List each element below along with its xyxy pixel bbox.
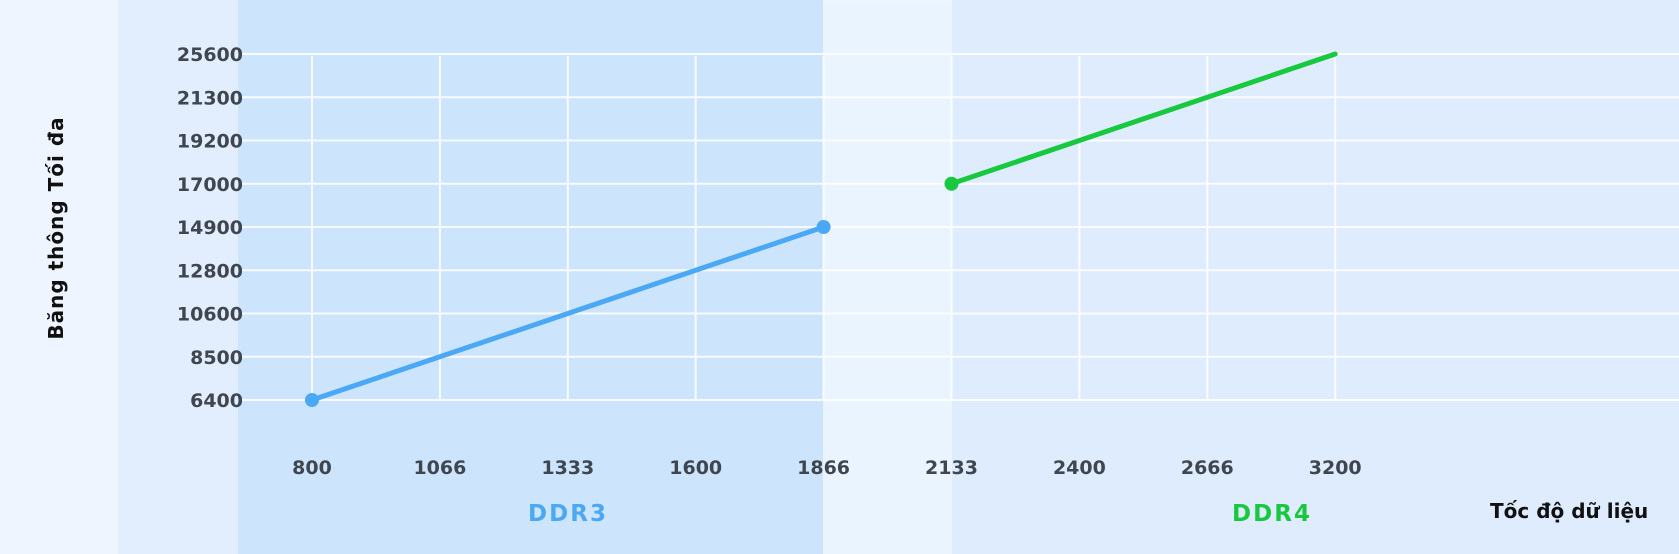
data-point-ddr3 (305, 393, 319, 407)
data-point-ddr4 (944, 176, 959, 191)
x-tick-label: 2400 (1053, 457, 1106, 479)
x-tick-label: 1333 (541, 457, 594, 479)
x-axis-title: Tốc độ dữ liệu (1490, 499, 1648, 523)
y-tick-label: 17000 (177, 174, 243, 196)
y-axis-title: Băng thông Tối đa (44, 116, 68, 339)
y-tick-label: 12800 (177, 260, 243, 282)
series-line-ddr4 (949, 51, 1338, 187)
series-line-ddr3 (309, 224, 827, 403)
background-ddr4-band (952, 0, 1679, 554)
group-label-ddr4: DDR4 (1232, 501, 1312, 527)
x-tick-label: 3200 (1309, 457, 1362, 479)
y-tick-label: 19200 (177, 131, 243, 153)
background-left-strip (0, 0, 118, 554)
background-gap-band (823, 3, 952, 554)
data-point-ddr3 (816, 220, 831, 234)
y-tick-label: 14900 (177, 217, 243, 239)
group-label-ddr3: DDR3 (528, 501, 608, 527)
y-tick-label: 6400 (190, 390, 243, 412)
y-tick-label: 21300 (177, 87, 243, 109)
x-tick-label: 800 (292, 457, 332, 479)
x-tick-label: 1866 (797, 457, 850, 479)
x-tick-label: 1600 (669, 457, 722, 479)
background-y-axis-band (118, 0, 238, 554)
x-tick-label: 2133 (925, 457, 978, 479)
x-tick-label: 2666 (1181, 457, 1234, 479)
y-tick-label: 25600 (177, 44, 243, 66)
y-tick-label: 8500 (190, 347, 243, 369)
x-tick-label: 1066 (413, 457, 466, 479)
y-tick-label: 10600 (177, 304, 243, 326)
background-ddr3-band (238, 0, 823, 554)
